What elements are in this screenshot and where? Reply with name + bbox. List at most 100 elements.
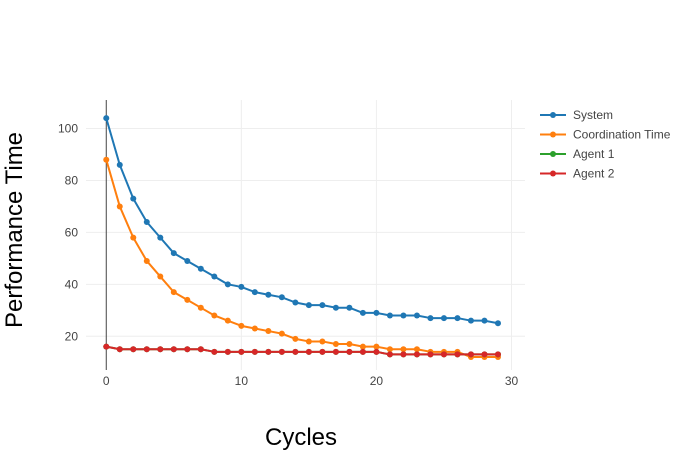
data-point [386,351,393,358]
data-point [116,203,123,210]
data-point [440,351,447,358]
data-point [130,195,137,202]
data-point [170,289,177,296]
data-point [332,341,339,348]
data-point [346,341,353,348]
data-point [427,315,434,322]
legend-label: System [573,108,613,122]
legend-label: Agent 1 [573,147,615,161]
legend-label: Agent 2 [573,167,615,181]
y-tick-label: 80 [65,173,79,187]
data-point [251,348,258,355]
legend-item[interactable]: Coordination Time [540,128,671,142]
data-point [278,294,285,301]
data-point [373,343,380,350]
data-point [400,346,407,353]
data-point [319,348,326,355]
data-point [143,257,150,264]
data-point [292,299,299,306]
data-point [265,328,272,335]
data-point [143,346,150,353]
data-point [359,343,366,350]
data-point [494,351,501,358]
data-point [265,291,272,298]
data-point [386,346,393,353]
legend-label: Coordination Time [573,128,671,142]
series-line [105,117,499,325]
data-point [373,348,380,355]
data-point [143,219,150,226]
data-point [481,317,488,324]
x-tick-label: 10 [235,374,249,388]
data-point [373,309,380,316]
data-point [224,348,231,355]
data-point [251,325,258,332]
data-point [265,348,272,355]
data-point [238,348,245,355]
data-point [157,234,164,241]
x-tick-label: 0 [103,374,110,388]
series-lines [103,115,501,361]
data-point [305,348,312,355]
data-point [251,289,258,296]
data-point [184,257,191,264]
data-point [413,351,420,358]
data-point [197,346,204,353]
legend-marker-icon [550,170,556,177]
data-point [170,346,177,353]
legend: System Coordination Time Agent 1 Agent 2 [540,108,671,181]
data-point [359,309,366,316]
legend-item[interactable]: Agent 2 [540,167,615,181]
data-point [400,351,407,358]
data-point [103,115,110,122]
series-system [103,115,501,327]
data-point [292,335,299,342]
data-point [170,250,177,257]
data-point [319,338,326,345]
data-point [481,351,488,358]
legend-item[interactable]: System [540,108,613,122]
series-line [106,345,498,356]
x-tick-label: 20 [370,374,384,388]
legend-item[interactable]: Agent 1 [540,147,615,161]
data-point [238,322,245,329]
series-line [105,159,498,359]
data-point [332,348,339,355]
data-point [157,346,164,353]
data-point [103,156,110,163]
data-point [116,346,123,353]
x-axis-title: Cycles [265,424,337,450]
data-point [494,320,501,327]
data-point [184,346,191,353]
y-tick-label: 20 [65,329,79,343]
y-tick-label: 40 [65,277,79,291]
legend-marker-icon [550,131,556,138]
legend-marker-icon [550,151,556,157]
data-point [467,317,474,324]
y-tick-label: 100 [58,122,78,136]
data-point [103,343,110,350]
data-point [211,312,218,319]
tick-labels: 20 40 60 80 100 0 10 20 30 [58,122,519,388]
data-point [278,330,285,337]
series-coordination-time [103,156,501,361]
data-point [400,312,407,319]
data-point [454,351,461,358]
data-point [413,312,420,319]
data-point [157,273,164,280]
data-point [359,348,366,355]
data-point [197,304,204,311]
data-point [440,315,447,322]
data-point [184,296,191,303]
data-point [332,304,339,311]
legend-marker-icon [550,112,556,118]
x-tick-label: 30 [505,374,519,388]
data-point [130,234,137,241]
data-point [386,312,393,319]
data-point [130,346,137,353]
gridlines [86,100,525,370]
data-point [413,346,420,353]
data-point [278,348,285,355]
data-point [116,161,123,168]
